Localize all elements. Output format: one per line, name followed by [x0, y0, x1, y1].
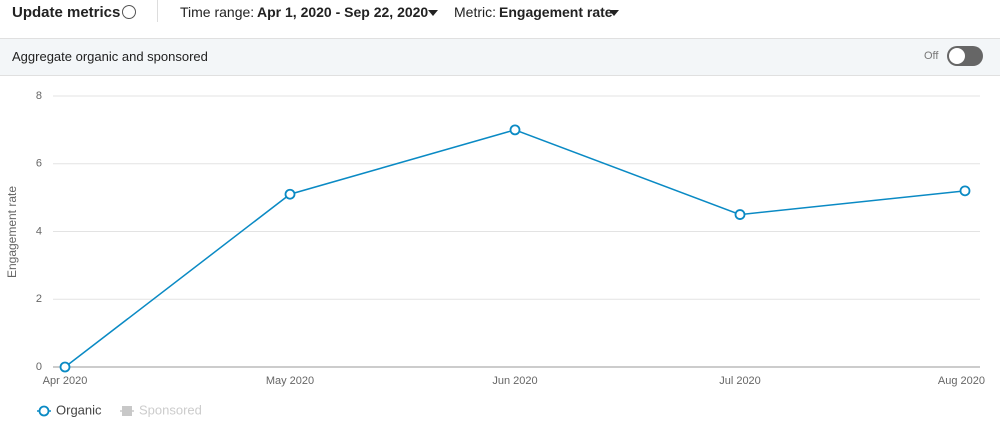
data-point: [59, 361, 71, 373]
toggle-bar: Aggregate organic and sponsored Off: [0, 38, 1000, 76]
x-tick-label: Aug 2020: [938, 375, 985, 387]
y-tick-label: 2: [36, 293, 42, 305]
metric[interactable]: Engagement rate: [499, 4, 613, 20]
toggle-label: Aggregate organic and sponsored: [12, 49, 208, 64]
time-range[interactable]: Apr 1, 2020 - Sep 22, 2020: [257, 4, 429, 20]
x-tick-label: Apr 2020: [43, 375, 88, 387]
toggle-knob: [949, 48, 965, 64]
data-point: [959, 185, 971, 197]
separator: [157, 0, 158, 22]
x-tick-label: May 2020: [266, 375, 314, 387]
help-icon[interactable]: [122, 5, 136, 19]
toggle-state: Off: [924, 50, 939, 62]
y-tick-label: 4: [36, 225, 42, 237]
header: Update metrics Time range: Apr 1, 2020 -…: [0, 0, 1000, 26]
series-line: [64, 129, 966, 368]
y-tick-label: 0: [36, 361, 42, 373]
y-axis-label: Engagement rate: [5, 186, 19, 278]
data-point: [284, 188, 296, 200]
dropdown-caret[interactable]: [609, 10, 619, 16]
legend-marker: [122, 406, 132, 416]
metric-label: Metric:: [454, 4, 496, 20]
toggle[interactable]: [947, 46, 983, 66]
y-tick-label: 8: [36, 90, 42, 102]
legend-marker: [38, 405, 50, 417]
legend-label[interactable]: Sponsored: [139, 402, 202, 417]
time-range-label: Time range:: [180, 4, 255, 20]
y-tick-label: 6: [36, 158, 42, 170]
data-point: [509, 124, 521, 136]
dropdown-caret[interactable]: [428, 10, 438, 16]
chart: 0 2 4 6 8 Engagement rate Apr 2020 May 2020 Jun …: [5, 90, 985, 418]
data-point: [734, 209, 746, 220]
legend-label[interactable]: Organic: [56, 402, 102, 417]
x-tick-label: Jun 2020: [492, 375, 537, 387]
x-tick-label: Jul 2020: [719, 375, 761, 387]
title: Update metrics: [12, 4, 121, 21]
